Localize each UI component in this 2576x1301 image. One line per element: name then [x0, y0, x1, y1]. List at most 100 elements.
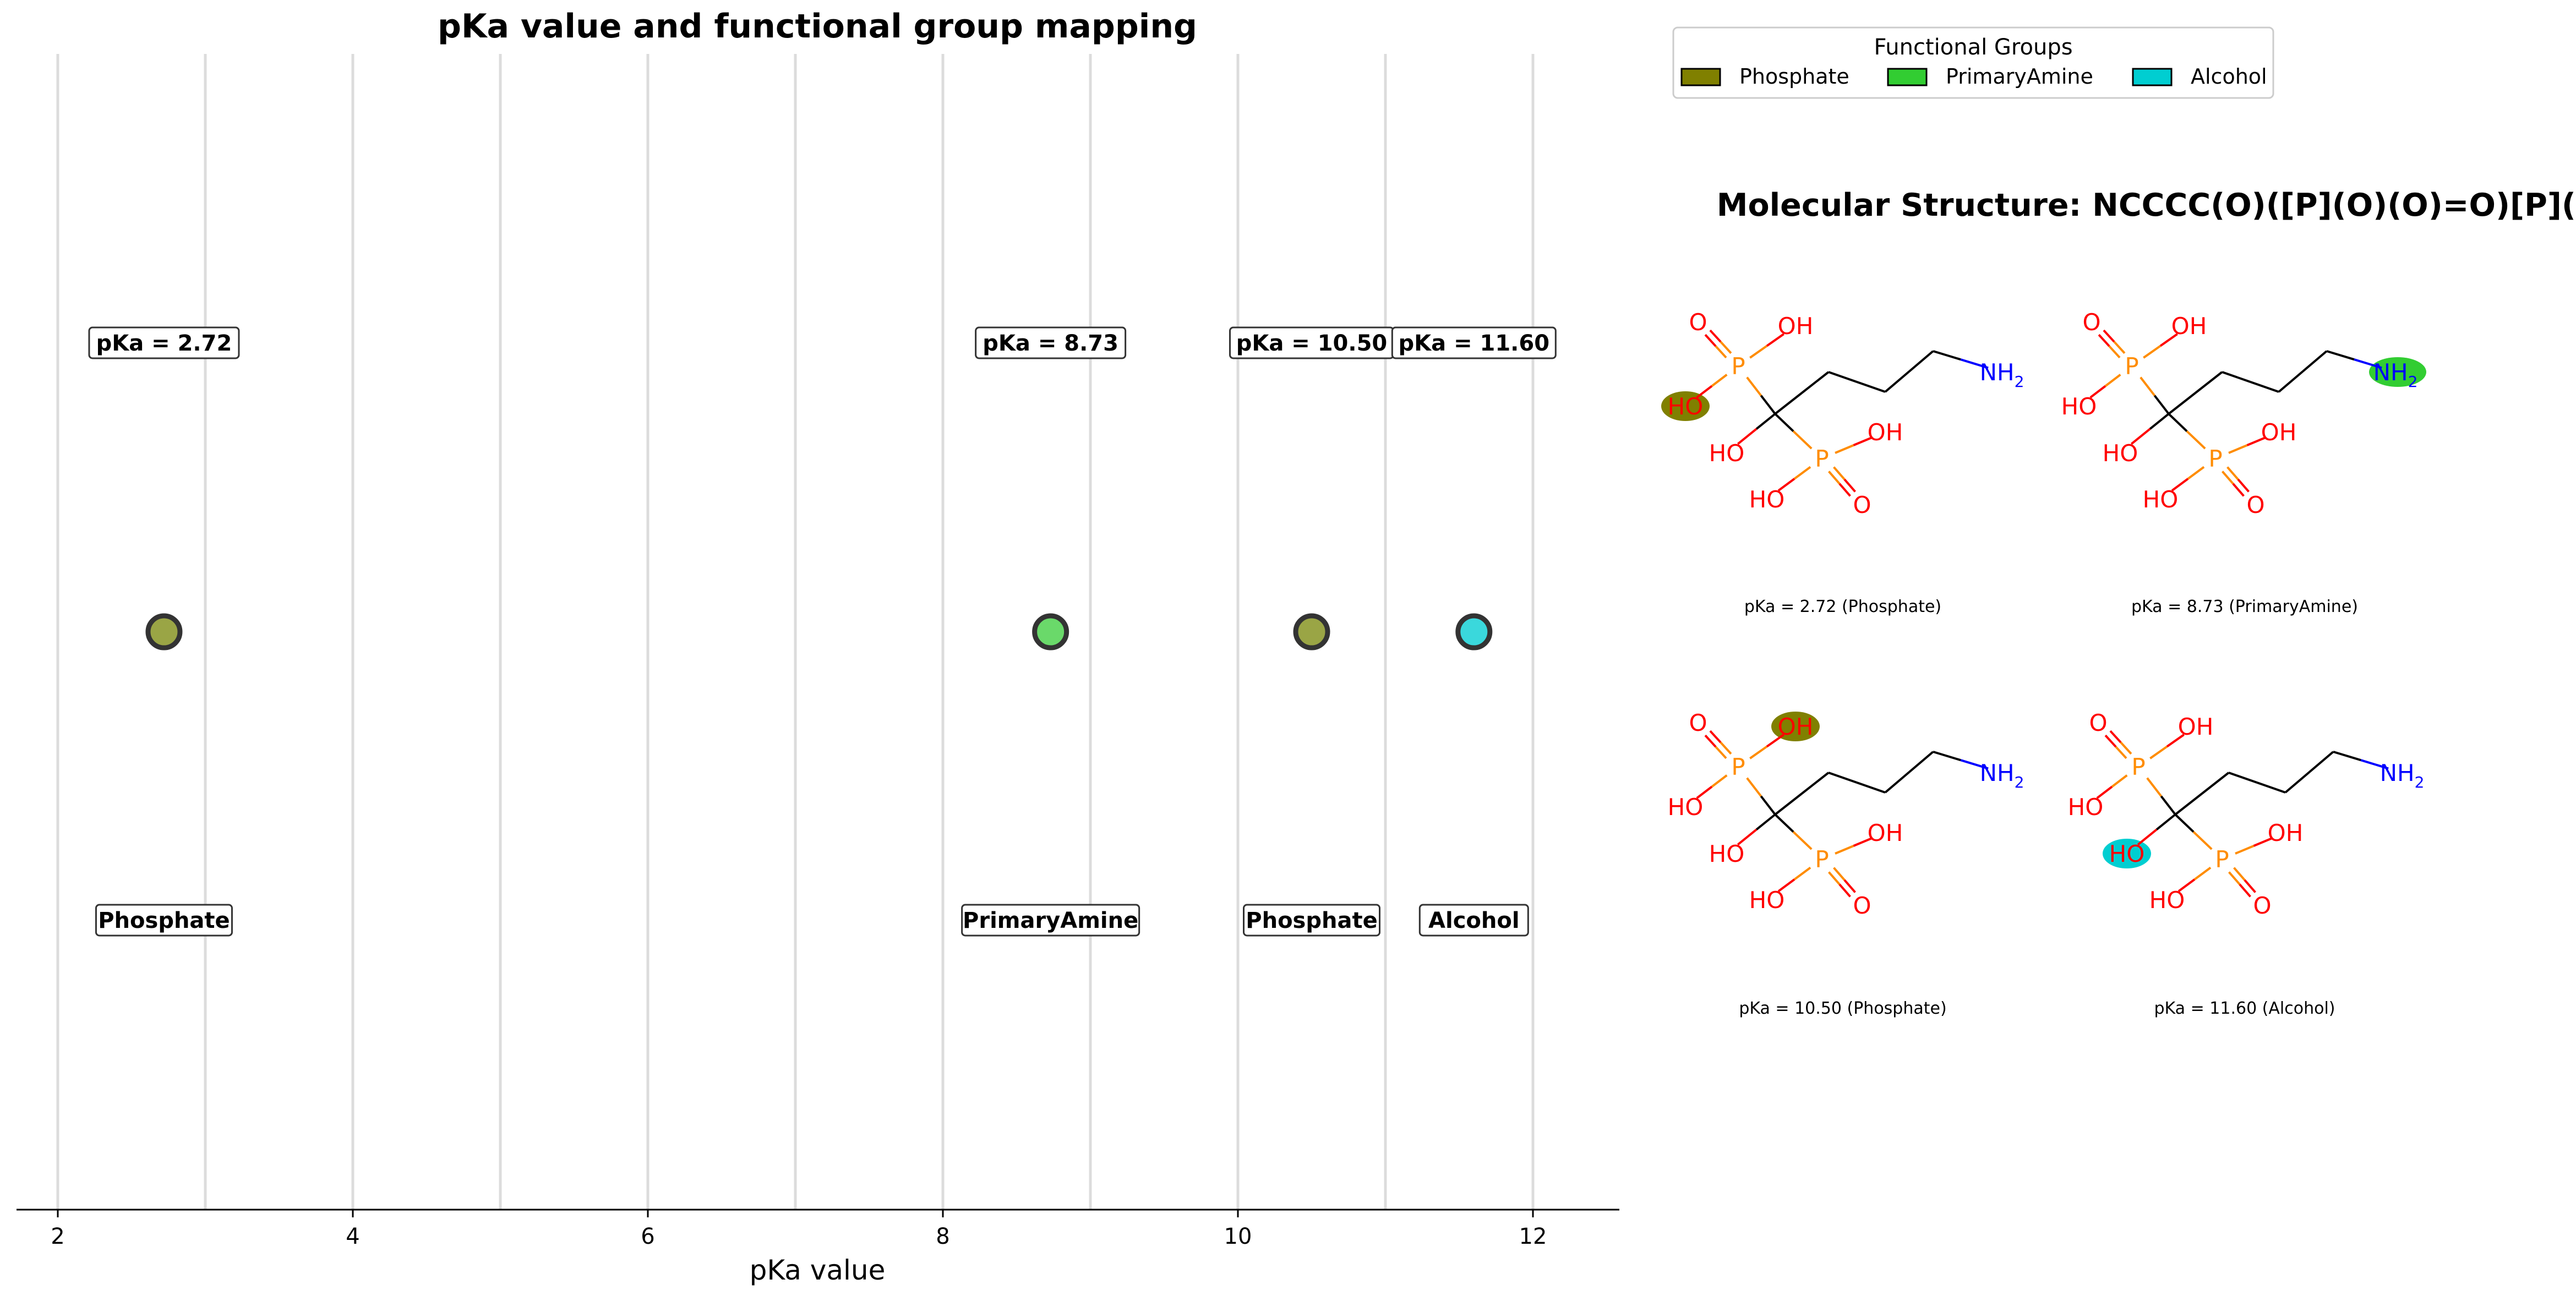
- legend-entry: Phosphate: [1680, 64, 1849, 89]
- bond-line: [2140, 376, 2156, 397]
- atom-label: OH: [2261, 419, 2297, 446]
- atom-highlight: [2369, 357, 2426, 387]
- legend-label: PrimaryAmine: [1946, 64, 2093, 89]
- bond-line: [1960, 759, 1989, 770]
- pka-value-label-text: pKa = 10.50: [1236, 331, 1388, 356]
- atom-label: HO: [2149, 887, 2185, 914]
- chart-title: pKa value and functional group mapping: [438, 7, 1197, 46]
- legend-frame: [1672, 26, 2274, 99]
- bond-line: [1856, 781, 1886, 794]
- panel-caption: pKa = 8.73 (PrimaryAmine): [2131, 597, 2358, 616]
- bond-line: [1792, 430, 1813, 450]
- x-axis-ticks: 2 4 6 8 10 12: [51, 1210, 1547, 1249]
- atom-label: OH: [1778, 313, 1814, 340]
- bond-line: [1853, 837, 1873, 847]
- bond-line: [1828, 772, 1858, 784]
- atom-label: HO: [2103, 440, 2138, 467]
- bond-line: [1696, 785, 1713, 799]
- atom-label: P: [1731, 753, 1745, 780]
- bond-line: [2239, 883, 2251, 898]
- bond-line: [2155, 813, 2176, 830]
- group-label: PrimaryAmine: [961, 904, 1140, 937]
- bond-line: [2098, 334, 2110, 347]
- bond-line: [1933, 350, 1961, 361]
- atom-subscript: 2: [2015, 773, 2024, 791]
- bond-line: [1828, 471, 1841, 485]
- data-points: pKa = 2.72 Phosphate pKa = 8.73 PrimaryAmin…: [88, 326, 1557, 937]
- bond-line: [1704, 734, 1717, 748]
- legend-swatch: [1680, 68, 1721, 86]
- data-point: [1455, 613, 1493, 650]
- legend-label: Alcohol: [2191, 64, 2267, 89]
- atom-label: OH: [1868, 419, 1903, 446]
- bond-line: [1737, 428, 1758, 445]
- bond-line: [1746, 376, 1762, 397]
- atom-label: OH: [2178, 713, 2214, 740]
- bond-line: [1828, 871, 1841, 885]
- atom-highlight: [1661, 391, 1710, 421]
- pka-value-label: pKa = 2.72: [88, 326, 240, 359]
- bond-line: [1838, 883, 1851, 898]
- bond-line: [1746, 777, 1762, 797]
- bond-line: [1766, 333, 1784, 347]
- bond-line: [2187, 466, 2205, 480]
- group-label: Phosphate: [1243, 904, 1380, 937]
- x-tick-label: 12: [1519, 1224, 1547, 1249]
- bond-line: [2308, 751, 2334, 773]
- atom-label: O: [2089, 709, 2107, 736]
- atom-highlight: [2103, 839, 2151, 868]
- bond-line: [1793, 866, 1811, 881]
- bond-line: [2177, 878, 2196, 893]
- bond-line: [2111, 774, 2128, 788]
- atom-label: O: [2246, 491, 2264, 518]
- panel-caption: pKa = 10.50 (Phosphate): [1739, 999, 1946, 1018]
- bond-line: [2186, 430, 2206, 450]
- atom-label: P: [2215, 846, 2229, 873]
- x-tick-label: 10: [1224, 1224, 1252, 1249]
- atom-label: O: [1853, 892, 1871, 919]
- bond-line: [2143, 345, 2162, 359]
- pka-value-label-box: [975, 326, 1127, 359]
- bond-line: [2222, 471, 2234, 485]
- bond-line: [1777, 478, 1795, 492]
- legend-label: Phosphate: [1739, 64, 1849, 89]
- atom-label: O: [2253, 892, 2271, 919]
- bond-line: [1720, 741, 1732, 755]
- bond-line: [1696, 385, 1713, 398]
- pka-chart: pKa value and functional group mapping 2…: [17, 7, 1619, 1286]
- atom-label: OH: [1868, 819, 1903, 846]
- bond-line: [2237, 478, 2250, 493]
- atom-label: P: [1815, 846, 1829, 873]
- group-label-text: Phosphate: [1246, 908, 1377, 933]
- group-label-box: [961, 904, 1140, 937]
- bond-line: [2228, 871, 2241, 885]
- bond-line: [1801, 772, 1830, 795]
- grid-lines: [56, 54, 1535, 1210]
- x-tick-label: 2: [51, 1224, 64, 1249]
- bond-line: [2232, 483, 2245, 497]
- bond-line: [1715, 345, 1727, 359]
- atom-label: HO: [1709, 840, 1745, 867]
- atom-label: NH2: [1980, 359, 2024, 391]
- bond-line: [2120, 741, 2132, 755]
- bond-line: [2192, 831, 2213, 850]
- bond-line: [1711, 374, 1728, 387]
- bond-line: [2302, 350, 2328, 373]
- bond-line: [1835, 845, 1854, 855]
- bond-line: [1908, 350, 1934, 373]
- bond-line: [2256, 781, 2286, 794]
- bond-line: [2278, 370, 2304, 393]
- bond-line: [2160, 795, 2176, 816]
- atom-label: O: [1689, 709, 1707, 736]
- bond-line: [2113, 341, 2126, 354]
- bond-line: [2354, 358, 2382, 369]
- bond-line: [1853, 436, 1873, 446]
- bond-line: [2201, 772, 2230, 795]
- data-point: [1032, 613, 1069, 650]
- group-label: Phosphate: [95, 904, 233, 937]
- bond-line: [1838, 483, 1851, 497]
- atom-subscript: 2: [2415, 773, 2425, 791]
- bond-line: [2153, 395, 2170, 415]
- bond-line: [1792, 831, 1813, 850]
